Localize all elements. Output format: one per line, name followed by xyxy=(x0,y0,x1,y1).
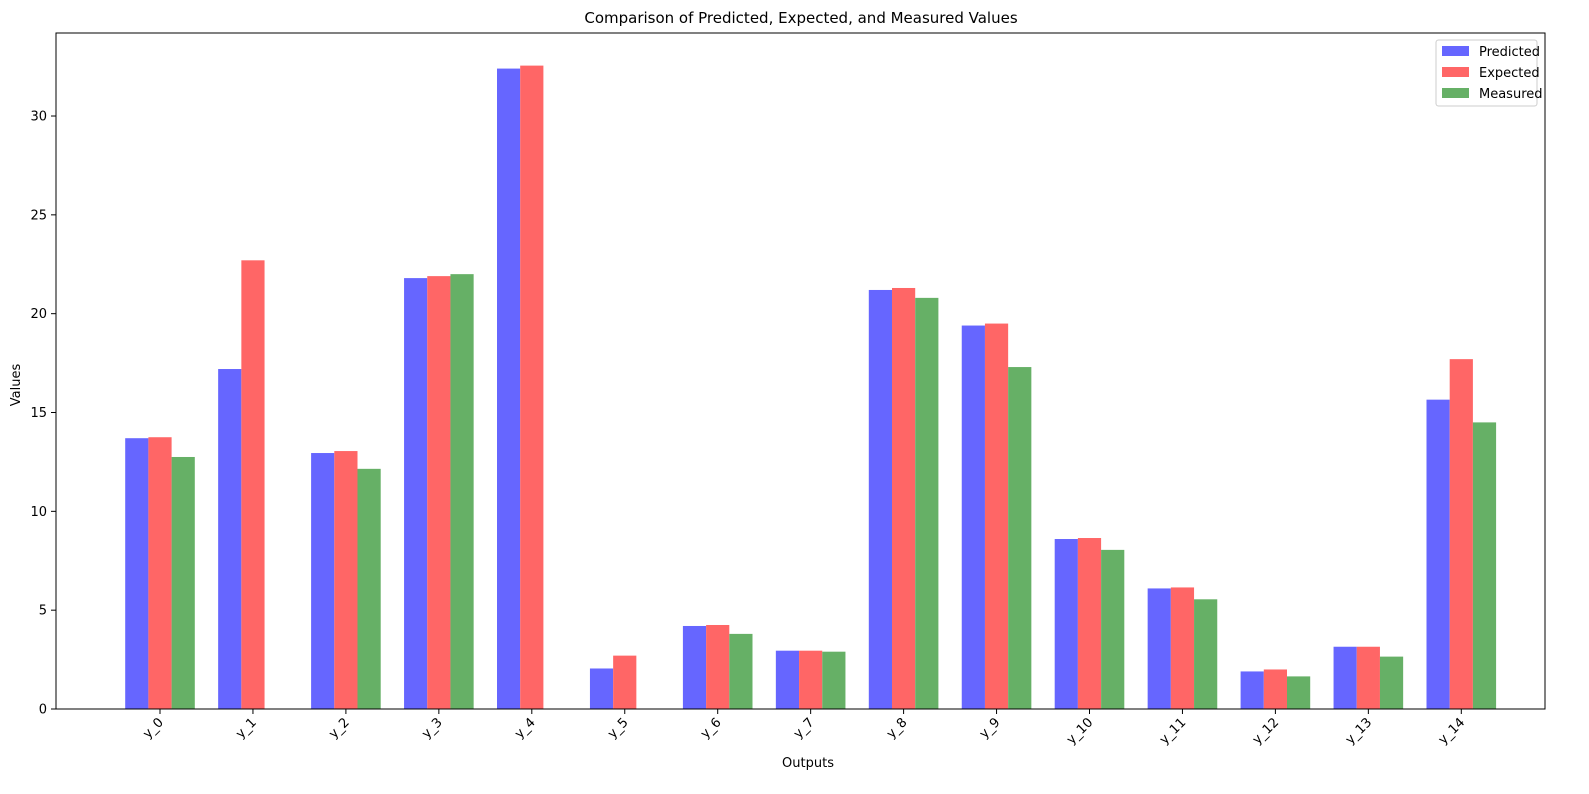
x-tick-label: y_6 xyxy=(698,715,724,741)
bar-expected-y_11 xyxy=(1170,587,1195,709)
bar-predicted-y_2 xyxy=(311,453,335,709)
bar-predicted-y_1 xyxy=(218,369,242,709)
y-tick-label: 5 xyxy=(39,604,47,619)
bar-expected-y_10 xyxy=(1077,538,1102,709)
x-tick-label: y_10 xyxy=(1064,715,1096,747)
bar-expected-y_13 xyxy=(1356,646,1380,709)
bar-measured-y_2 xyxy=(357,468,381,709)
bar-expected-y_0 xyxy=(148,437,172,709)
bar-expected-y_14 xyxy=(1449,359,1473,709)
legend: Predicted Expected Measured xyxy=(1435,39,1543,107)
bar-measured-y_12 xyxy=(1287,676,1311,709)
bar-measured-y_13 xyxy=(1379,656,1404,709)
bar-expected-y_1 xyxy=(241,260,265,709)
bar-predicted-y_12 xyxy=(1240,671,1264,709)
bar-expected-y_6 xyxy=(706,624,730,709)
legend-swatch-measured xyxy=(1442,88,1469,98)
bar-predicted-y_10 xyxy=(1054,539,1078,709)
bar-predicted-y_5 xyxy=(589,668,614,709)
legend-label-predicted: Predicted xyxy=(1479,45,1540,60)
bar-measured-y_0 xyxy=(171,456,195,709)
bar-measured-y_6 xyxy=(729,633,753,709)
x-tick-label: y_1 xyxy=(233,715,259,741)
legend-label-measured: Measured xyxy=(1479,87,1543,102)
bar-predicted-y_8 xyxy=(868,289,892,709)
bar-predicted-y_14 xyxy=(1426,399,1450,709)
x-tick-label: y_7 xyxy=(791,715,817,741)
x-axis: y_0 y_1 y_2 y_3 y_4 y_5 y_6 y_7 y_8 y_9 y_10 y_11 y_… xyxy=(140,709,1468,748)
y-axis-label: Values xyxy=(9,364,24,407)
bar-measured-y_10 xyxy=(1101,549,1125,709)
bar-expected-y_8 xyxy=(892,287,916,709)
x-tick-label: y_8 xyxy=(884,715,910,741)
y-tick-label: 25 xyxy=(30,208,47,223)
legend-label-expected: Expected xyxy=(1479,66,1540,81)
bar-expected-y_5 xyxy=(613,655,637,709)
x-tick-label: y_9 xyxy=(977,715,1003,741)
x-tick-label: y_2 xyxy=(326,715,352,741)
y-tick-label: 0 xyxy=(39,703,47,718)
x-tick-label: y_14 xyxy=(1436,715,1468,747)
x-tick-label: y_12 xyxy=(1250,715,1282,747)
bar-predicted-y_13 xyxy=(1333,646,1357,709)
bar-measured-y_8 xyxy=(915,297,939,709)
bar-predicted-y_3 xyxy=(404,278,428,709)
bar-predicted-y_11 xyxy=(1147,588,1171,709)
x-tick-label: y_5 xyxy=(605,715,631,741)
x-tick-label: y_4 xyxy=(512,715,538,741)
bar-expected-y_2 xyxy=(334,451,358,709)
y-tick-label: 20 xyxy=(30,307,47,322)
chart-title: Comparison of Predicted, Expected, and M… xyxy=(584,9,1017,27)
y-tick-label: 15 xyxy=(30,406,47,421)
bar-predicted-y_6 xyxy=(682,625,707,709)
bar-expected-y_7 xyxy=(799,650,823,709)
x-tick-label: y_11 xyxy=(1157,715,1189,747)
bar-expected-y_9 xyxy=(984,323,1009,709)
plot-frame xyxy=(55,32,1546,710)
bar-measured-y_3 xyxy=(450,274,474,709)
bar-expected-y_3 xyxy=(427,276,451,709)
bar-measured-y_14 xyxy=(1472,422,1497,709)
x-tick-label: y_0 xyxy=(140,715,166,741)
y-tick-label: 10 xyxy=(30,505,47,520)
x-tick-label: y_3 xyxy=(419,715,445,741)
bar-predicted-y_4 xyxy=(497,68,521,709)
bar-measured-y_11 xyxy=(1194,599,1218,709)
legend-swatch-expected xyxy=(1442,67,1469,77)
bar-expected-y_4 xyxy=(520,65,544,710)
bar-expected-y_12 xyxy=(1263,669,1287,709)
x-axis-label: Outputs xyxy=(782,756,834,771)
legend-swatch-predicted xyxy=(1442,46,1469,56)
bar-measured-y_7 xyxy=(822,651,846,709)
x-tick-label: y_13 xyxy=(1343,715,1375,747)
bar-predicted-y_0 xyxy=(125,438,149,709)
bar-predicted-y_9 xyxy=(961,325,985,709)
y-axis: 0 5 10 15 20 25 30 xyxy=(30,110,56,718)
bars-group xyxy=(125,65,1497,710)
bar-measured-y_9 xyxy=(1008,367,1032,709)
bar-predicted-y_7 xyxy=(775,650,800,709)
y-tick-label: 30 xyxy=(30,110,47,125)
